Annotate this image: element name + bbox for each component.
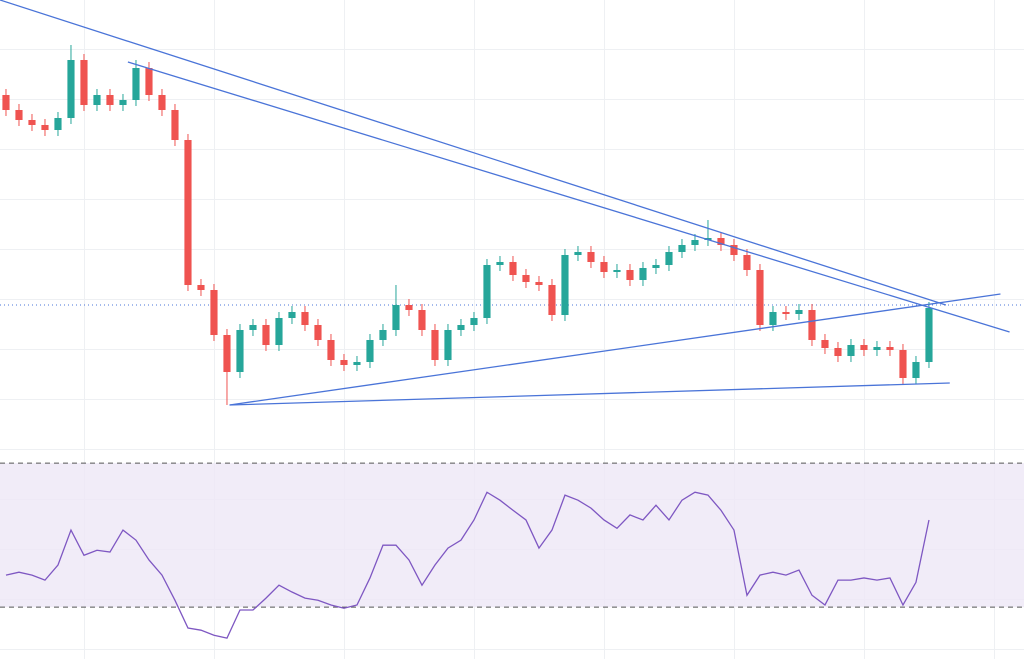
- candle-body: [873, 347, 881, 350]
- candle-body: [80, 60, 88, 105]
- candle-body: [262, 325, 270, 345]
- candle-body: [158, 95, 166, 110]
- candle-body: [743, 255, 751, 270]
- candle-body: [548, 285, 556, 315]
- candle-body: [691, 240, 699, 245]
- candle-body: [652, 265, 660, 268]
- candle-body: [613, 270, 621, 272]
- candle-body: [171, 110, 179, 140]
- candle-body: [301, 312, 309, 325]
- candle-body: [535, 282, 543, 285]
- trend-line: [0, 0, 947, 306]
- rsi-line: [5, 491, 930, 639]
- candle-body: [470, 318, 478, 325]
- candle-body: [639, 268, 647, 280]
- candle-body: [210, 290, 218, 335]
- candle-body: [132, 68, 140, 100]
- candle-body: [444, 330, 452, 360]
- candle-body: [327, 340, 335, 360]
- candle-body: [366, 340, 374, 362]
- candle-body: [67, 60, 75, 118]
- trend-line: [127, 61, 1010, 333]
- candle-body: [2, 95, 10, 110]
- candle-body: [249, 325, 257, 330]
- candle-body: [769, 312, 777, 325]
- candle-body: [522, 275, 530, 282]
- candle-body: [574, 252, 582, 255]
- candle-body: [509, 262, 517, 275]
- candle-body: [665, 252, 673, 265]
- candle-body: [340, 360, 348, 365]
- candle-body: [730, 245, 738, 255]
- candle-body: [600, 262, 608, 272]
- candle-body: [717, 238, 725, 245]
- candle-body: [15, 110, 23, 120]
- candle-body: [756, 270, 764, 325]
- candle-body: [821, 340, 829, 348]
- candle-body: [405, 305, 413, 310]
- candle-body: [197, 285, 205, 290]
- candle-body: [93, 95, 101, 105]
- trend-line: [229, 382, 950, 406]
- candle-body: [275, 318, 283, 345]
- candle-body: [353, 362, 361, 365]
- candle-body: [314, 325, 322, 340]
- candle-body: [392, 305, 400, 330]
- candle-body: [561, 255, 569, 315]
- candle-body: [28, 120, 36, 125]
- candle-body: [782, 312, 790, 314]
- rsi-band: [0, 463, 1024, 608]
- candle-body: [925, 308, 933, 362]
- candle-body: [834, 348, 842, 356]
- candle-body: [288, 312, 296, 318]
- candle-body: [431, 330, 439, 360]
- candle-body: [795, 310, 803, 314]
- candle-body: [496, 262, 504, 265]
- candle-body: [587, 252, 595, 262]
- candle-body: [886, 347, 894, 350]
- candle-body: [223, 335, 231, 372]
- candle-body: [457, 325, 465, 330]
- candle-body: [860, 345, 868, 350]
- candle-body: [899, 350, 907, 378]
- candle-body: [106, 95, 114, 105]
- candle-body: [912, 362, 920, 378]
- candle-body: [41, 125, 49, 130]
- candle-body: [119, 100, 127, 105]
- candle-body: [236, 330, 244, 372]
- candle-body: [54, 118, 62, 130]
- candle-body: [626, 270, 634, 280]
- candle-body: [145, 68, 153, 95]
- candle-body: [379, 330, 387, 340]
- candle-body: [678, 245, 686, 252]
- candle-body: [418, 310, 426, 330]
- candle-body: [808, 310, 816, 340]
- trend-line: [229, 293, 1001, 406]
- candle-body: [483, 265, 491, 318]
- candle-body: [847, 345, 855, 356]
- candle-body: [184, 140, 192, 285]
